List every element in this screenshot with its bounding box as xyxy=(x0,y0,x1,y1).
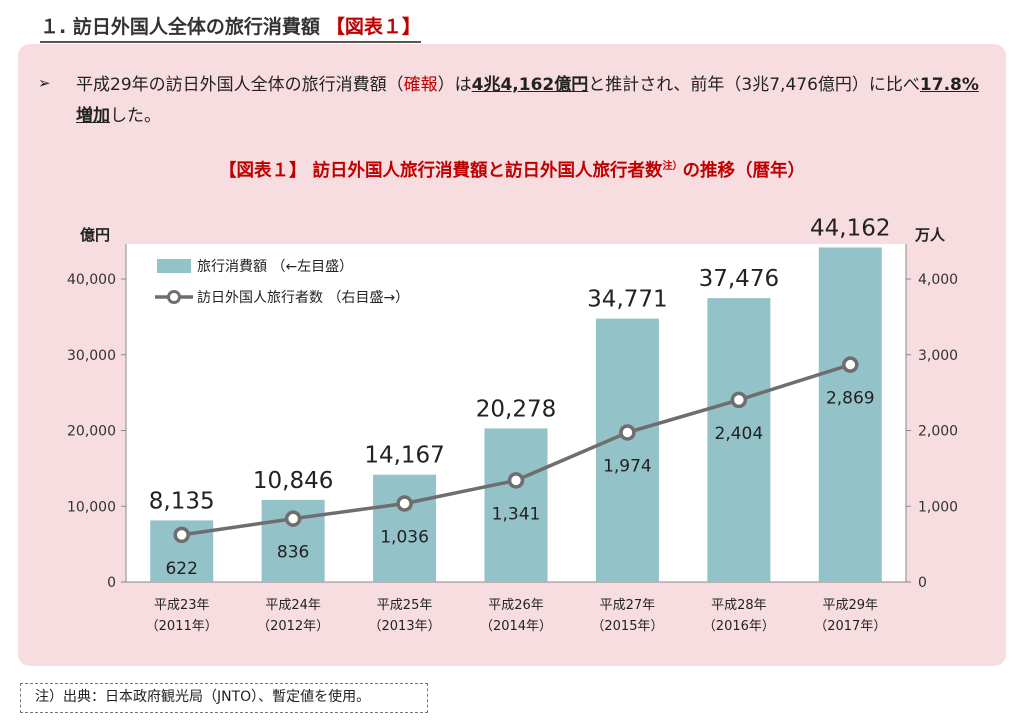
visitor-value-label: 622 xyxy=(165,559,197,579)
x-tick-label: 平成28年 xyxy=(711,598,767,613)
summary-part-5: と推計され、前年（3兆7,476億円）に比べ xyxy=(588,75,920,95)
source-note: 注）出典：日本政府観光局（JNTO）、暫定値を使用。 xyxy=(20,683,428,713)
y-left-tick-label: 40,000 xyxy=(67,272,116,288)
x-tick-label-year: （2016年） xyxy=(703,619,775,634)
summary-text: 平成29年の訪日外国人全体の旅行消費額（確報）は4兆4,162億円と推計され、前… xyxy=(76,70,986,132)
bar-value-label: 37,476 xyxy=(699,266,779,292)
legend-bar-swatch xyxy=(157,259,191,273)
summary-kakuho: 確報 xyxy=(403,75,438,95)
visitor-value-label: 1,036 xyxy=(380,528,429,548)
visitor-value-label: 1,341 xyxy=(492,504,541,524)
legend-line-label: 訪日外国人旅行者数 （右目盛→） xyxy=(197,290,409,306)
section-figure-tag: 【図表１】 xyxy=(325,16,421,38)
y-right-tick-label: 2,000 xyxy=(918,424,958,440)
visitor-point xyxy=(619,424,636,441)
figure-title: 【図表１】 訪日外国人旅行消費額と訪日外国人旅行者数注）の推移（暦年） xyxy=(18,157,1006,182)
y-right-tick-label: 1,000 xyxy=(918,499,958,515)
y-right-tick-label: 3,000 xyxy=(918,348,958,364)
figure-title-suffix: の推移（暦年） xyxy=(682,161,806,181)
chart: 0 10,000 20,000 30,000 40,000 0 1,000 2,000 3,00… xyxy=(67,215,958,634)
visitor-point xyxy=(173,526,190,544)
bar-value-label: 8,135 xyxy=(149,488,215,514)
visitor-point xyxy=(396,495,413,512)
figure-title-main: 【図表１】 訪日外国人旅行消費額と訪日外国人旅行者数 xyxy=(218,161,663,181)
y-left-unit: 億円 xyxy=(80,226,110,244)
visitor-value-label: 2,404 xyxy=(715,424,764,444)
bar-value-label: 44,162 xyxy=(810,215,890,241)
x-tick-label: 平成24年 xyxy=(265,598,321,613)
section-heading: １. 訪日外国人全体の旅行消費額 【図表１】 xyxy=(40,12,421,43)
x-tick-label: 平成23年 xyxy=(154,598,210,613)
x-tick-label-year: （2014年） xyxy=(480,619,552,634)
visitor-point xyxy=(507,472,525,489)
x-tick-label-year: （2015年） xyxy=(591,619,663,634)
y-left-tick-label: 10,000 xyxy=(67,499,116,515)
visitor-point xyxy=(284,510,302,527)
x-tick-label: 平成27年 xyxy=(600,598,656,613)
visitor-point xyxy=(730,391,748,409)
y-left-tick-label: 0 xyxy=(107,575,116,591)
x-tick-label-year: （2012年） xyxy=(257,619,329,634)
bar-value-label: 10,846 xyxy=(253,468,333,494)
bar xyxy=(484,428,548,582)
x-tick-label-year: （2017年） xyxy=(814,619,886,634)
summary-total-amount: 4兆4,162億円 xyxy=(471,75,589,95)
x-tick-label: 平成29年 xyxy=(823,598,879,613)
bar xyxy=(373,474,437,582)
bar xyxy=(595,318,659,582)
visitor-point xyxy=(842,356,859,373)
visitor-value-label: 836 xyxy=(277,543,309,563)
bar-value-label: 14,167 xyxy=(364,443,444,469)
legend-line-marker xyxy=(167,290,181,304)
summary-part-7: した。 xyxy=(110,106,161,126)
figure-title-note-mark: 注） xyxy=(662,161,683,173)
summary-part-1: 平成29年の訪日外国人全体の旅行消費額（ xyxy=(76,75,404,95)
bar-value-label: 34,771 xyxy=(587,287,667,313)
x-tick-label: 平成25年 xyxy=(377,598,433,613)
y-right-unit: 万人 xyxy=(914,226,946,244)
bar xyxy=(818,247,882,583)
x-tick-label-year: （2013年） xyxy=(369,619,441,634)
bar xyxy=(707,298,771,582)
bar-value-label: 20,278 xyxy=(476,396,556,422)
summary-growth-rate: 17.8%増加 xyxy=(76,75,979,126)
y-left-tick-label: 20,000 xyxy=(67,424,116,440)
y-right-tick-label: 4,000 xyxy=(918,272,958,288)
visitor-value-label: 2,869 xyxy=(826,389,875,409)
visitor-value-label: 1,974 xyxy=(603,456,652,476)
bullet-arrow-icon: ➢ xyxy=(38,74,51,92)
x-tick-label-year: （2011年） xyxy=(146,619,218,634)
x-tick-label: 平成26年 xyxy=(488,598,544,613)
section-title: １. 訪日外国人全体の旅行消費額 xyxy=(40,16,320,38)
summary-part-3: ）は xyxy=(437,75,472,95)
y-left-tick-label: 30,000 xyxy=(67,348,116,364)
y-right-tick-label: 0 xyxy=(918,575,927,591)
legend-bar-label: 旅行消費額 （←左目盛） xyxy=(197,259,353,275)
